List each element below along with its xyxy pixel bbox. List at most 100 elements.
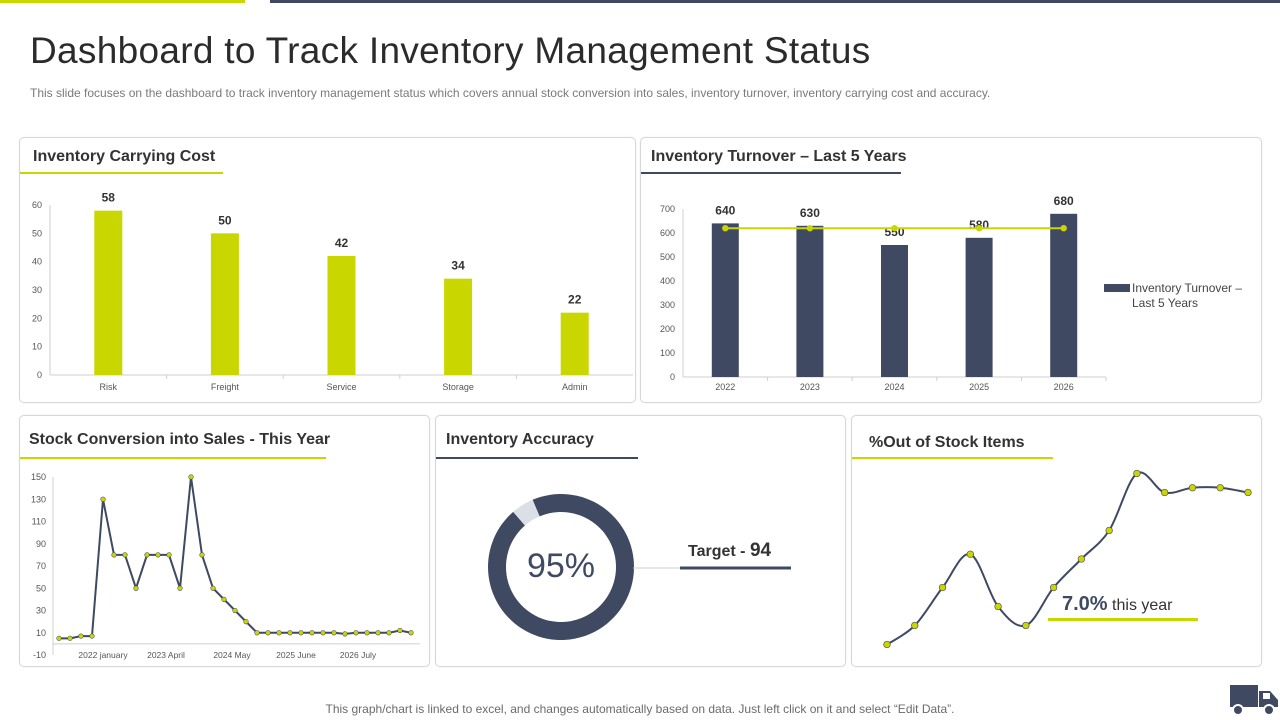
stock-conversion-title: Stock Conversion into Sales - This Year xyxy=(29,431,331,448)
x-tick-label: 2022 xyxy=(715,382,735,392)
data-point xyxy=(287,630,293,636)
data-point xyxy=(177,585,183,591)
data-point xyxy=(1161,488,1169,497)
accuracy-title: Inventory Accuracy xyxy=(446,431,594,448)
out-of-stock-title: %Out of Stock Items xyxy=(869,434,1025,451)
y-tick-label: 400 xyxy=(660,276,675,286)
turnover-legend-line2: Last 5 Years xyxy=(1132,296,1199,310)
carrying-cost-title: Inventory Carrying Cost xyxy=(33,148,216,165)
x-tick-label: Freight xyxy=(211,382,240,392)
top-navy-bar xyxy=(270,0,1280,3)
x-tick-label: 2026 July xyxy=(340,650,377,660)
accuracy-target: Target - 94 xyxy=(688,540,771,562)
x-tick-label: Service xyxy=(326,382,356,392)
target-point xyxy=(891,225,898,232)
bar xyxy=(796,225,824,377)
data-point xyxy=(342,631,348,637)
x-tick-label: Risk xyxy=(100,382,118,392)
accuracy-donut-chart xyxy=(487,494,791,640)
y-tick-label: 130 xyxy=(31,494,46,504)
sales-line xyxy=(59,476,412,640)
bar xyxy=(560,312,589,375)
data-point xyxy=(100,496,106,502)
data-point xyxy=(122,552,128,558)
y-tick-label: 500 xyxy=(660,252,675,262)
bar xyxy=(711,223,739,377)
data-point xyxy=(188,474,194,480)
data-point xyxy=(1216,484,1224,492)
data-label: 630 xyxy=(800,206,820,220)
bar xyxy=(210,233,239,375)
data-point xyxy=(1105,526,1113,535)
y-tick-label: 100 xyxy=(660,348,675,358)
data-point xyxy=(276,630,282,636)
data-point xyxy=(408,630,414,636)
turnover-legend-swatch xyxy=(1104,284,1130,292)
data-point xyxy=(1077,555,1086,563)
turnover-title: Inventory Turnover – Last 5 Years xyxy=(651,148,907,165)
x-tick-label: Admin xyxy=(562,382,588,392)
y-tick-label: 0 xyxy=(37,370,42,380)
data-point xyxy=(331,630,337,636)
y-tick-label: 300 xyxy=(660,300,675,310)
data-point xyxy=(994,602,1002,611)
data-point xyxy=(1022,621,1030,630)
top-accent-bar xyxy=(0,0,245,3)
bar xyxy=(881,245,908,377)
y-tick-label: 10 xyxy=(36,628,46,638)
bar xyxy=(327,256,356,375)
stock-conversion-card[interactable]: Stock Conversion into Sales - This Year … xyxy=(19,415,430,667)
y-tick-label: 600 xyxy=(660,228,675,238)
data-point xyxy=(1244,488,1252,497)
out-of-stock-card[interactable]: %Out of Stock Items 7.0% this year xyxy=(851,415,1262,667)
data-point xyxy=(938,583,947,592)
data-point xyxy=(221,596,227,602)
accuracy-card[interactable]: Inventory Accuracy 95% Target - 94 xyxy=(435,415,846,667)
data-point xyxy=(199,552,205,558)
data-label: 42 xyxy=(335,236,349,250)
y-tick-label: 150 xyxy=(31,472,46,482)
carrying-cost-underline xyxy=(20,172,223,174)
donut-slice-remainder xyxy=(513,499,540,526)
stock-conversion-underline xyxy=(20,457,326,459)
y-tick-label: 700 xyxy=(660,204,675,214)
data-point xyxy=(210,585,216,591)
y-tick-label: 200 xyxy=(660,324,675,334)
bar xyxy=(1050,213,1078,377)
x-tick-label: 2025 June xyxy=(276,650,316,660)
stock-conversion-chart: -10 10 30 50 70 90 110 130 150 2022 january 2023 A… xyxy=(31,472,420,660)
data-point xyxy=(78,633,84,639)
y-tick-label: 110 xyxy=(32,517,46,527)
data-label: 22 xyxy=(568,293,582,307)
y-tick-label: 60 xyxy=(32,200,42,210)
data-point xyxy=(243,619,249,625)
y-tick-label: 50 xyxy=(36,583,46,593)
data-point xyxy=(320,630,326,636)
out-of-stock-value: 7.0% xyxy=(1062,593,1108,615)
data-point xyxy=(254,630,260,636)
data-point xyxy=(386,630,392,636)
y-tick-label: 0 xyxy=(670,372,675,382)
y-tick-label: 30 xyxy=(32,285,42,295)
truck-icon xyxy=(1230,685,1278,716)
turnover-legend-line1: Inventory Turnover – xyxy=(1132,281,1243,295)
data-label: 58 xyxy=(102,191,116,205)
data-point xyxy=(353,630,359,636)
data-point xyxy=(309,630,315,636)
bar xyxy=(94,210,123,375)
data-point xyxy=(1133,469,1141,478)
x-tick-label: 2026 xyxy=(1054,382,1074,392)
carrying-cost-card[interactable]: Inventory Carrying Cost 0 10 20 30 40 50 60 58 R… xyxy=(19,137,636,403)
data-point xyxy=(56,635,62,641)
y-tick-label: 40 xyxy=(32,257,42,267)
data-point xyxy=(89,633,95,639)
data-point xyxy=(144,552,150,558)
out-of-stock-underline xyxy=(852,457,1053,459)
out-of-stock-value-underline xyxy=(1048,618,1198,621)
turnover-card[interactable]: Inventory Turnover – Last 5 Years 0 100 20… xyxy=(640,137,1262,403)
y-tick-label: 30 xyxy=(36,606,46,616)
accuracy-underline xyxy=(436,457,638,459)
target-point xyxy=(806,225,814,232)
x-tick-label: 2025 xyxy=(969,382,989,392)
